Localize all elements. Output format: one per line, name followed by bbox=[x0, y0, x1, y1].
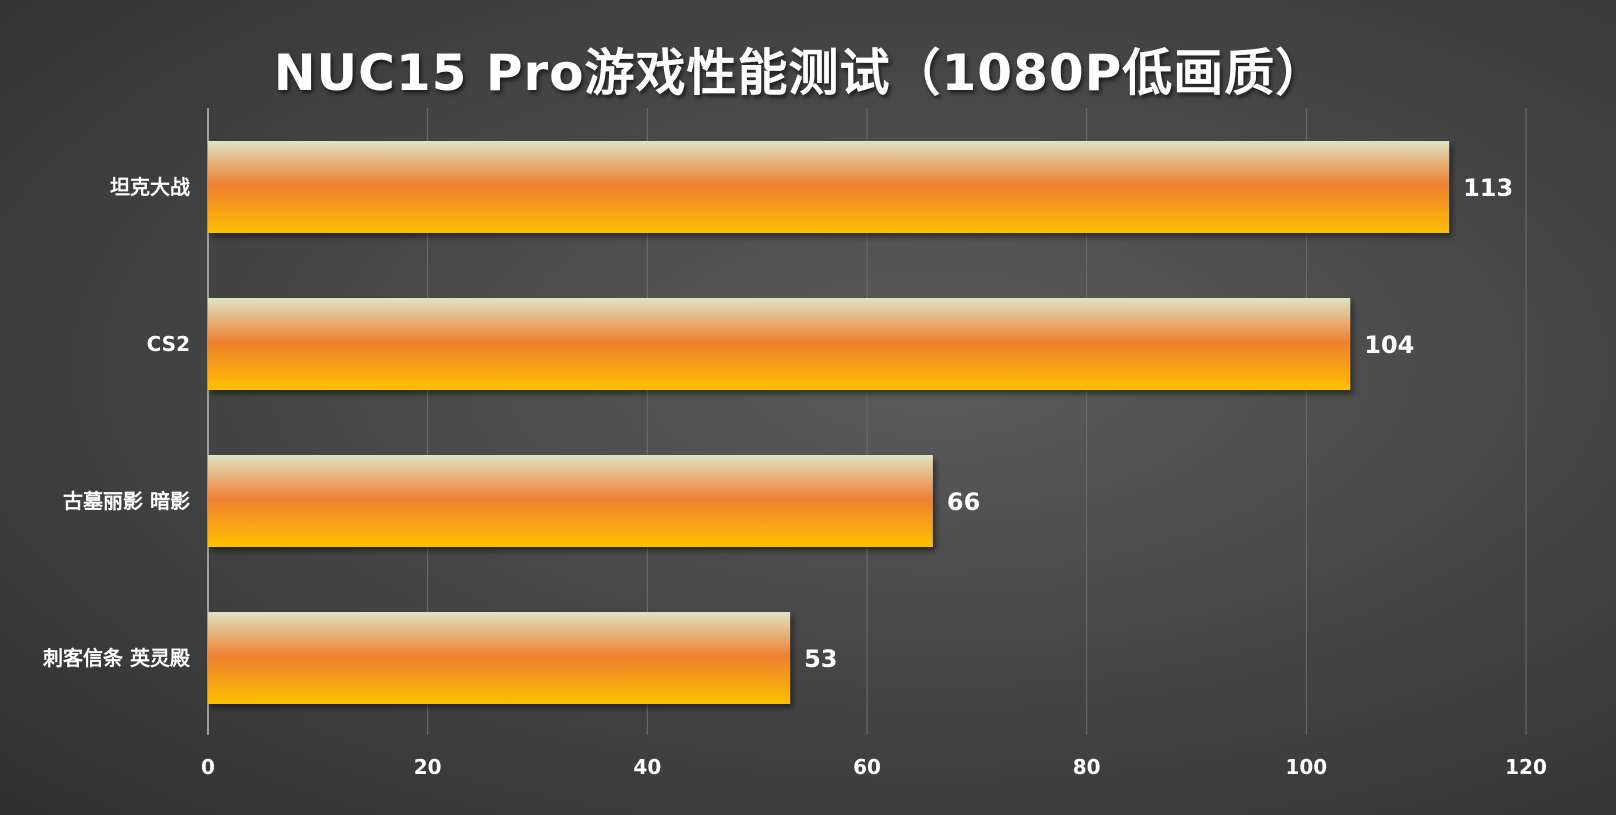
data-label: 53 bbox=[804, 645, 837, 673]
category-label: 古墓丽影 暗影 bbox=[63, 489, 190, 513]
chart-title: NUC15 Pro游戏性能测试（1080P低画质） bbox=[274, 44, 1327, 102]
category-label: 坦克大战 bbox=[110, 175, 190, 199]
bar bbox=[208, 455, 933, 547]
x-axis-ticks: 0 20 40 60 80 100 120 bbox=[201, 755, 1547, 779]
x-tick-label: 0 bbox=[201, 755, 215, 779]
x-tick-label: 40 bbox=[633, 755, 661, 779]
x-tick-label: 80 bbox=[1073, 755, 1101, 779]
category-label: CS2 bbox=[147, 332, 190, 356]
data-label: 104 bbox=[1364, 331, 1414, 359]
bars bbox=[208, 141, 1450, 704]
bar bbox=[208, 298, 1351, 390]
data-label: 66 bbox=[947, 488, 980, 516]
data-label: 113 bbox=[1463, 174, 1513, 202]
bar bbox=[208, 612, 791, 704]
x-tick-label: 20 bbox=[414, 755, 442, 779]
bar bbox=[208, 141, 1450, 233]
x-tick-label: 120 bbox=[1505, 755, 1547, 779]
data-labels: 113 104 66 53 bbox=[804, 174, 1513, 673]
x-tick-label: 100 bbox=[1285, 755, 1327, 779]
x-tick-label: 60 bbox=[853, 755, 881, 779]
category-label: 刺客信条 英灵殿 bbox=[43, 646, 191, 670]
